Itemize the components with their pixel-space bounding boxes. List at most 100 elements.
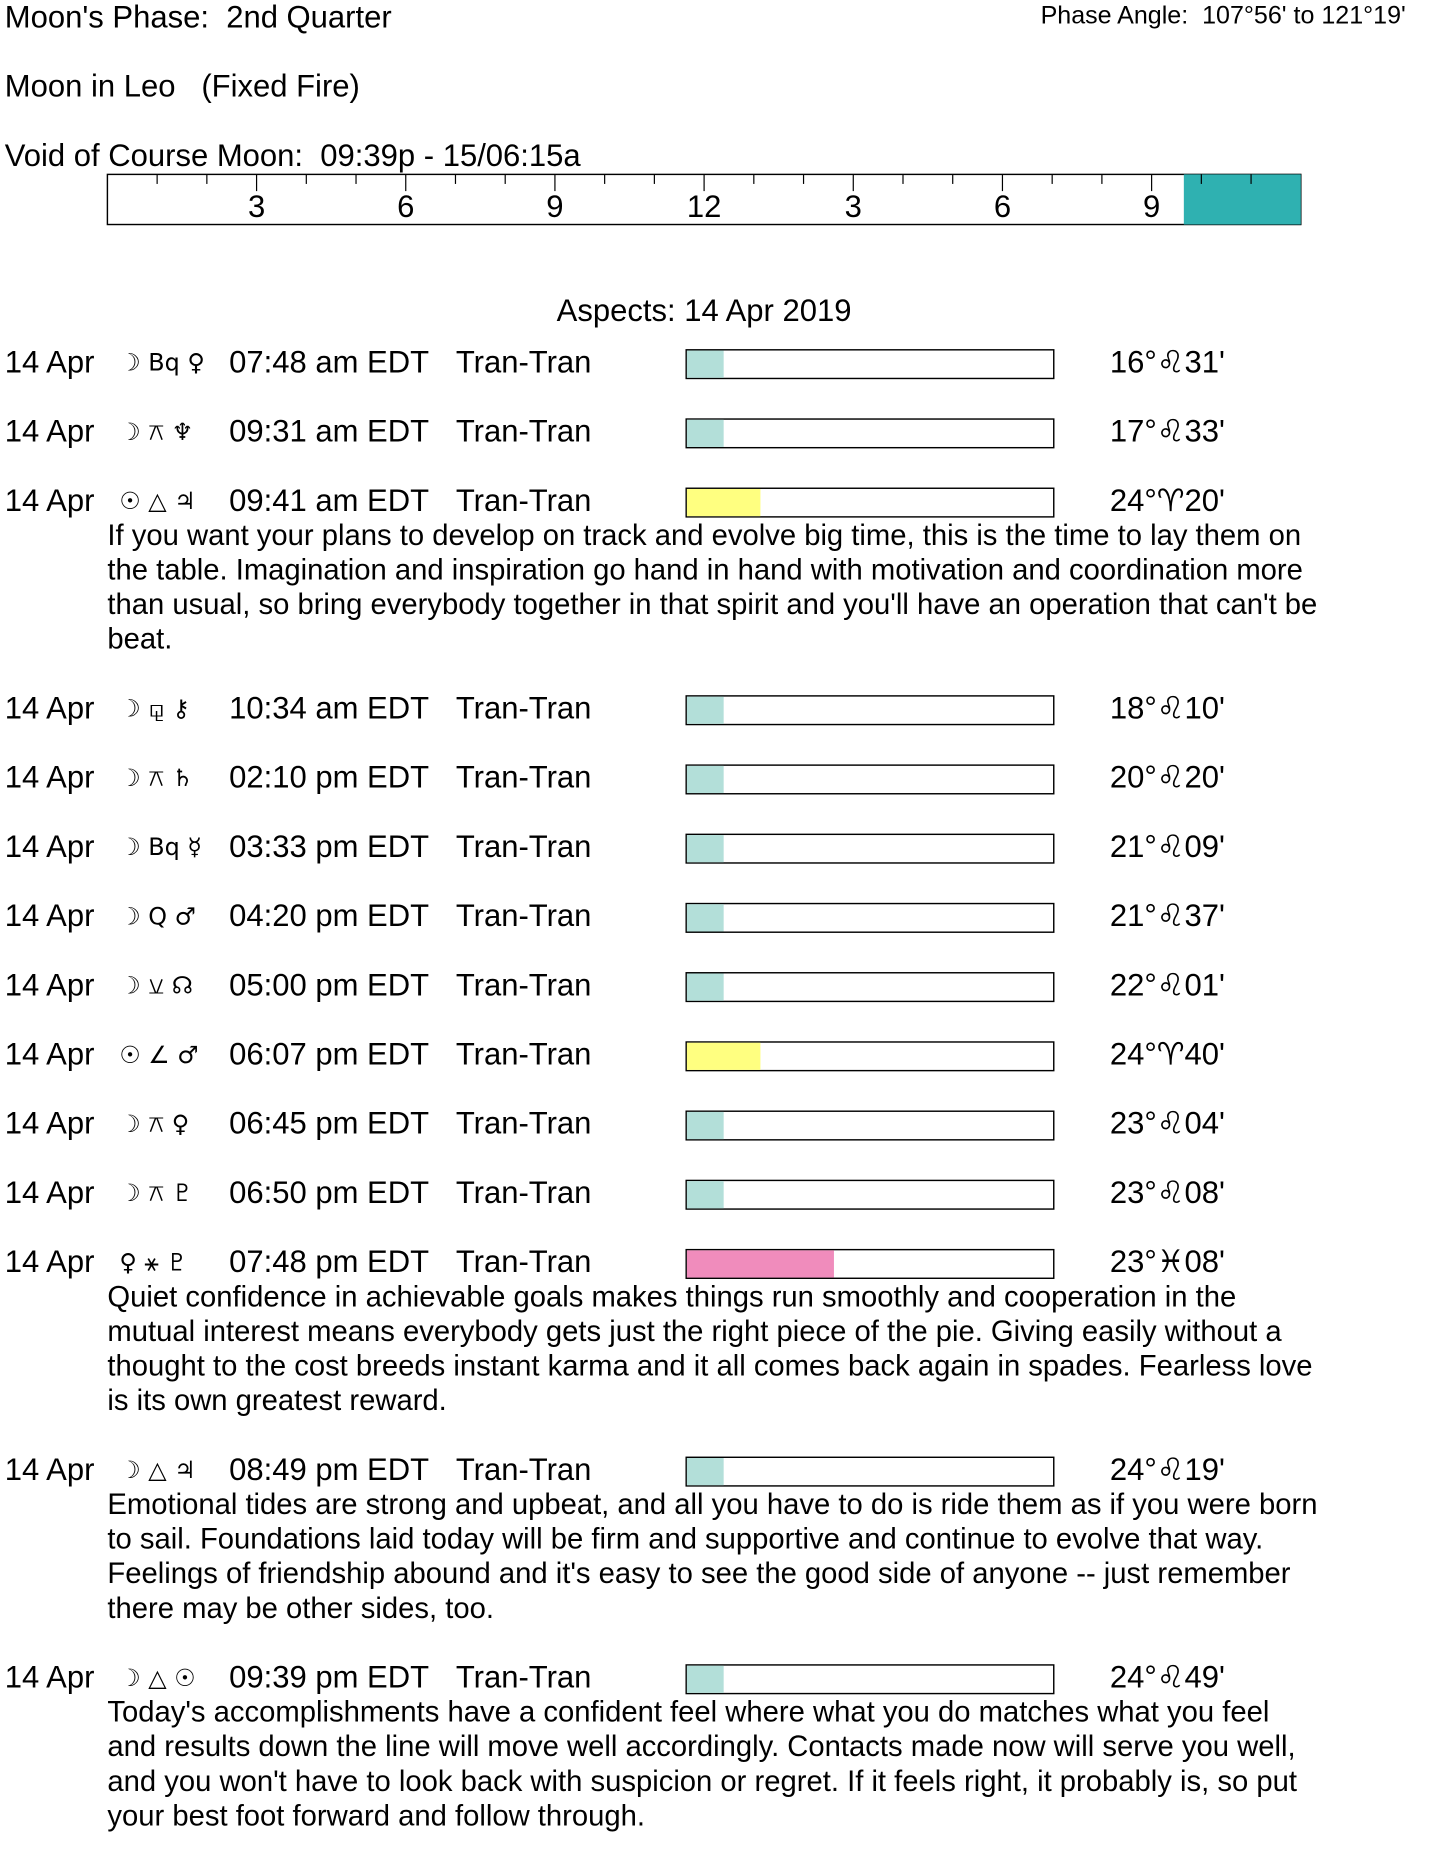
aspect-symbols: ☽ ⚻ ♆ <box>119 418 193 446</box>
aspect-date: 14 Apr <box>5 1452 95 1487</box>
aspect-time: 04:20 pm EDT <box>229 898 429 933</box>
aspect-time: 06:07 pm EDT <box>229 1036 429 1071</box>
aspect-symbols: ☽ Bq ☿ <box>119 833 202 861</box>
aspect-description: is its own greatest reward. <box>107 1385 446 1417</box>
aspect-date: 14 Apr <box>5 1106 95 1141</box>
aspect-type: Tran-Tran <box>456 1175 592 1210</box>
strength-bar-frame <box>685 418 1055 449</box>
aspect-description: than usual, so bring everybody together … <box>107 589 1317 621</box>
aspect-position: 23°♌04' <box>1110 1106 1225 1141</box>
aspect-position: 21°♌37' <box>1110 898 1225 933</box>
strength-bar <box>686 419 724 447</box>
strength-bar <box>686 1042 761 1070</box>
aspect-type: Tran-Tran <box>456 760 592 795</box>
aspect-type: Tran-Tran <box>456 1244 592 1279</box>
strength-bar <box>686 765 724 794</box>
aspect-date: 14 Apr <box>5 344 95 379</box>
aspect-description: Today's accomplishments have a confident… <box>107 1697 1269 1729</box>
aspect-description: your best foot forward and follow throug… <box>107 1800 645 1832</box>
aspect-type: Tran-Tran <box>456 1452 592 1487</box>
aspect-type: Tran-Tran <box>456 344 592 379</box>
strength-bar-frame <box>685 833 1055 864</box>
aspect-date: 14 Apr <box>5 483 95 518</box>
aspect-date: 14 Apr <box>5 760 95 795</box>
aspect-description: the table. Imagination and inspiration g… <box>107 555 1303 587</box>
aspect-time: 09:41 am EDT <box>229 483 429 518</box>
aspect-position: 23°♌08' <box>1110 1175 1225 1210</box>
strength-bar-frame <box>685 764 1055 795</box>
aspect-type: Tran-Tran <box>456 483 592 518</box>
aspect-description: Feelings of friendship abound and it's e… <box>107 1558 1290 1590</box>
strength-bar <box>686 1250 834 1278</box>
strength-bar-frame <box>685 1664 1055 1695</box>
timeline-label: 9 <box>1143 189 1160 224</box>
aspect-symbols: ☽ △ ☉ <box>119 1664 195 1692</box>
aspect-symbols: ☽ Bq ♀ <box>119 349 205 377</box>
strength-bar <box>686 1458 724 1486</box>
aspect-symbols: ☽ ⚺ ☊ <box>119 972 193 1000</box>
aspect-description: to sail. Foundations laid today will be … <box>107 1524 1263 1556</box>
aspect-position: 20°♌20' <box>1110 760 1225 795</box>
aspect-symbols: ☽ ⚻ ♄ <box>119 764 193 792</box>
void-period <box>1183 174 1301 225</box>
strength-bar <box>686 1665 724 1693</box>
aspect-symbols: ♀ ⚹ ♇ <box>119 1248 187 1276</box>
aspect-time: 09:39 pm EDT <box>229 1659 429 1694</box>
aspect-time: 07:48 pm EDT <box>229 1244 429 1279</box>
aspect-time: 05:00 pm EDT <box>229 967 429 1002</box>
aspect-time: 06:45 pm EDT <box>229 1106 429 1141</box>
aspect-position: 21°♌09' <box>1110 829 1225 864</box>
moon-phase: Moon's Phase: 2nd Quarter <box>5 0 392 34</box>
aspect-position: 18°♌10' <box>1110 690 1225 725</box>
aspect-position: 24°♈40' <box>1110 1036 1225 1071</box>
aspect-symbols: ☽ ⚼ ⚷ <box>119 695 190 723</box>
aspect-symbols: ☽ Q ♂ <box>119 902 196 930</box>
aspect-symbols: ☉ ∠ ♂ <box>119 1041 198 1069</box>
aspect-type: Tran-Tran <box>456 1036 592 1071</box>
strength-bar <box>686 488 761 517</box>
aspect-description: there may be other sides, too. <box>107 1593 494 1625</box>
aspect-position: 24°♌49' <box>1110 1659 1225 1694</box>
timeline-label: 6 <box>994 189 1011 224</box>
strength-bar-frame <box>685 1456 1055 1487</box>
strength-bar <box>686 350 724 378</box>
timeline-label: 6 <box>397 189 414 224</box>
aspect-date: 14 Apr <box>5 898 95 933</box>
aspect-description: If you want your plans to develop on tra… <box>107 520 1301 552</box>
aspect-position: 17°♌33' <box>1110 414 1225 449</box>
aspect-position: 16°♌31' <box>1110 344 1225 379</box>
aspect-symbols: ☉ △ ♃ <box>119 487 195 515</box>
strength-bar <box>686 973 724 1001</box>
strength-bar <box>686 1181 724 1209</box>
timeline-label: 12 <box>687 189 722 224</box>
aspect-time: 02:10 pm EDT <box>229 760 429 795</box>
aspect-description: mutual interest means everybody gets jus… <box>107 1316 1282 1348</box>
aspect-type: Tran-Tran <box>456 1106 592 1141</box>
strength-bar <box>686 835 724 863</box>
aspect-symbols: ☽ ⚻ ♇ <box>119 1179 193 1207</box>
aspect-type: Tran-Tran <box>456 414 592 449</box>
strength-bar <box>686 904 724 932</box>
strength-bar-frame <box>685 1179 1055 1210</box>
strength-bar-frame <box>685 349 1055 380</box>
aspect-time: 07:48 am EDT <box>229 344 429 379</box>
aspect-description: Quiet confidence in achievable goals mak… <box>107 1281 1236 1313</box>
aspect-symbols: ☽ ⚻ ♀ <box>119 1110 189 1138</box>
aspect-position: 22°♌01' <box>1110 967 1225 1002</box>
aspect-time: 08:49 pm EDT <box>229 1452 429 1487</box>
aspect-position: 24°♈20' <box>1110 483 1225 518</box>
aspect-symbols: ☽ △ ♃ <box>119 1456 195 1484</box>
aspect-date: 14 Apr <box>5 829 95 864</box>
timeline-label: 9 <box>546 189 563 224</box>
aspect-description: Emotional tides are strong and upbeat, a… <box>107 1489 1317 1521</box>
aspect-description: and you won't have to look back with sus… <box>107 1766 1297 1798</box>
aspect-type: Tran-Tran <box>456 898 592 933</box>
aspect-date: 14 Apr <box>5 1659 95 1694</box>
phase-angle: Phase Angle: 107°56' to 121°19' <box>1041 1 1406 29</box>
strength-bar-frame <box>685 1110 1055 1141</box>
strength-bar-frame <box>685 902 1055 933</box>
strength-bar <box>686 696 724 724</box>
aspect-date: 14 Apr <box>5 967 95 1002</box>
